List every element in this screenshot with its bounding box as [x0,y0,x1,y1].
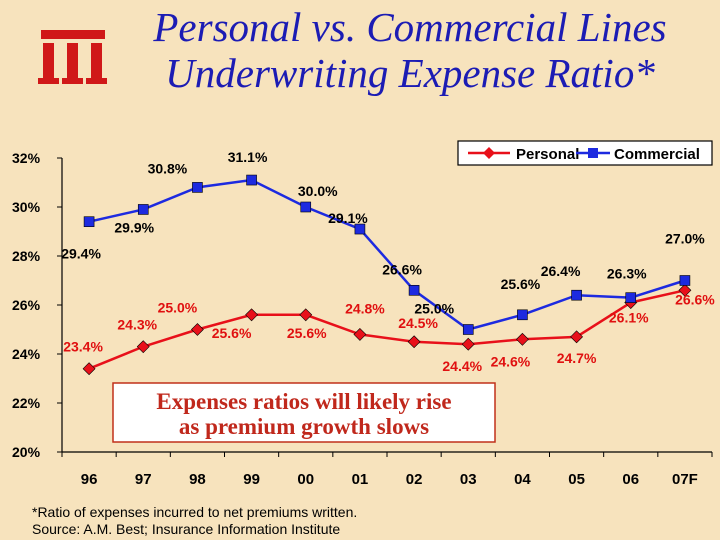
series-line-commercial [88,178,686,331]
commercial-point [625,292,637,303]
personal-point [190,323,204,336]
legend-commercial-label: Commercial [614,146,700,163]
x-tick-label: 99 [243,471,260,488]
personal-data-label: 25.0% [158,300,198,316]
personal-data-label: 24.6% [491,353,531,369]
y-tick-label: 32% [12,150,41,166]
commercial-data-label: 29.4% [61,246,101,262]
personal-point [299,308,313,322]
commercial-data-label: 25.6% [501,276,541,292]
callout-line-1: Expenses ratios will likely rise [156,389,451,414]
x-tick-label: 00 [297,471,314,488]
personal-data-label: 24.3% [117,317,157,333]
personal-data-label: 26.1% [609,310,649,326]
x-tick-label: 07F [672,471,698,488]
x-tick-label: 96 [81,471,98,488]
legend-personal-marker [483,147,495,159]
series-line-personal [88,289,686,370]
personal-data-label: 25.6% [287,325,327,341]
commercial-data-label: 25.0% [414,301,454,317]
personal-data-label: 24.4% [442,358,482,374]
y-tick-label: 22% [12,395,41,411]
y-tick-label: 20% [12,444,41,460]
commercial-data-label: 30.8% [148,160,188,176]
personal-point [82,362,96,376]
x-tick-label: 97 [135,471,152,488]
commercial-point [462,324,474,335]
commercial-point [83,216,95,227]
legend-personal-label: Personal [516,146,579,163]
personal-point [461,337,475,351]
x-tick-label: 02 [406,471,423,488]
personal-point [515,332,529,346]
commercial-point [137,204,149,215]
page-title: Personal vs. Commercial Lines Underwriti… [110,4,710,96]
callout-box [112,382,496,443]
commercial-data-label: 27.0% [665,231,705,247]
commercial-data-label: 29.1% [328,210,368,226]
y-tick-label: 24% [12,346,41,362]
personal-point [353,327,367,341]
commercial-point [300,201,312,213]
personal-data-label: 24.5% [398,315,438,331]
footnote: *Ratio of expenses incurred to net premi… [32,504,357,538]
commercial-point [246,174,257,186]
x-tick-label: 03 [460,471,477,488]
x-tick-label: 05 [568,471,585,488]
x-tick-label: 06 [622,471,639,488]
personal-point [136,340,150,354]
personal-point [407,335,421,349]
personal-point [245,308,259,322]
commercial-data-label: 26.6% [382,261,422,277]
y-tick-label: 26% [12,297,41,313]
iii-logo [38,30,107,84]
commercial-point [408,284,420,296]
commercial-point [679,275,691,286]
commercial-data-label: 29.9% [114,219,154,235]
commercial-point [571,289,582,301]
commercial-data-label: 30.0% [298,183,338,199]
commercial-data-label: 31.1% [228,149,268,165]
personal-data-label: 24.8% [345,300,385,316]
commercial-point [192,182,203,193]
commercial-data-label: 26.4% [541,263,581,279]
title-line-1: Personal vs. Commercial Lines [153,4,667,50]
commercial-data-label: 26.3% [607,266,647,282]
title-line-2: Underwriting Expense Ratio* [165,50,655,96]
x-tick-label: 01 [352,471,369,488]
legend-commercial-marker [588,148,598,158]
personal-point [678,283,692,297]
y-tick-label: 30% [12,199,41,215]
personal-data-label: 25.6% [212,325,252,341]
commercial-point [354,223,366,235]
personal-data-label: 26.6% [675,291,715,307]
footnote-definition: *Ratio of expenses incurred to net premi… [32,504,358,520]
personal-data-label: 24.7% [557,350,597,366]
x-tick-label: 04 [514,471,531,488]
y-tick-label: 28% [12,248,41,264]
personal-point [570,330,584,344]
x-tick-label: 98 [189,471,206,488]
personal-data-label: 23.4% [63,339,103,355]
callout-line-2: as premium growth slows [179,414,429,439]
footnote-source: Source: A.M. Best; Insurance Information… [32,521,341,537]
commercial-point [517,309,528,321]
